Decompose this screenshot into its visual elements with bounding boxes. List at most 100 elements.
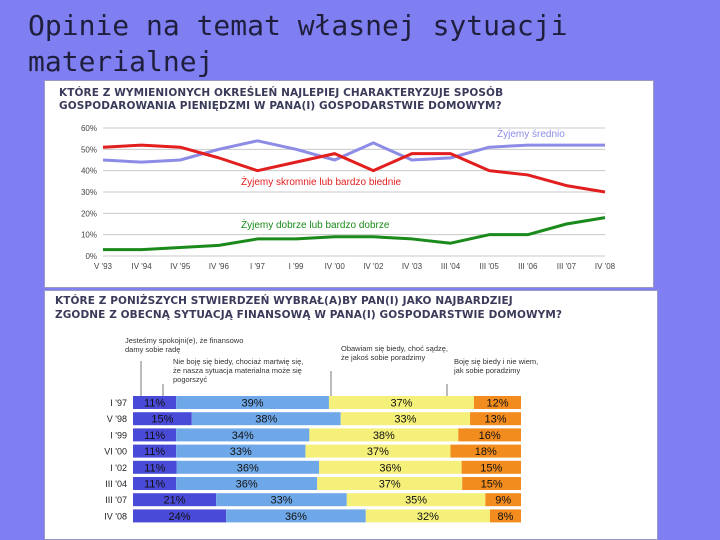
x-tick-label: IV '03 [402,262,423,271]
bar-value-label: 34% [232,430,254,442]
bar-value-label: 11% [144,398,165,410]
bar-segment [216,493,347,507]
bar-segment [470,412,521,426]
bar-segment [319,460,462,474]
category-label: III '07 [105,495,127,505]
bar-value-label: 9% [495,495,511,507]
bar-value-label: 18% [475,446,497,458]
line-chart-title-line-2: GOSPODAROWANIA PIENIĘDZMI W PANA(I) GOSP… [59,100,502,112]
bar-value-label: 33% [394,414,416,426]
category-label: I '99 [110,430,127,440]
x-tick-label: IV '96 [209,262,230,271]
bar-segment [340,412,471,426]
line-chart-title-line-1: KTÓRE Z WYMIENIONYCH OKREŚLEŃ NAJLEPIEJ … [59,87,504,99]
series-header-label: że jakoś sobie poradzimy [341,353,425,362]
bar-value-label: 35% [405,495,427,507]
series-line [103,216,606,252]
bar-value-label: 37% [379,479,401,491]
x-tick-label: I '97 [250,262,265,271]
bar-value-label: 11% [144,462,165,474]
bar-segment [462,477,521,490]
bar-segment [226,509,366,523]
bar-value-label: 37% [367,446,389,458]
series-header-label: Boję się biedy i nie wiem, [454,357,538,366]
bar-segment [133,493,217,507]
bar-segment [365,509,490,523]
bar-value-label: 36% [237,462,259,474]
x-tick-label: III '06 [518,262,538,271]
bar-value-label: 11% [144,430,165,442]
bar-value-label: 12% [486,398,508,410]
bar-value-label: 36% [236,479,258,491]
y-tick-label: 40% [81,167,97,176]
bar-value-label: 38% [373,430,395,442]
bar-segment [461,460,521,474]
bar-chart-title-line-2: ZGODNE Z OBECNĄ SYTUACJĄ FINANSOWĄ W PAN… [55,309,563,321]
x-tick-label: III '05 [479,262,499,271]
category-label: V '98 [107,414,127,424]
series-header-label: Nie boję się biedy, chociaż martwię się, [173,357,303,366]
x-tick-label: IV '02 [363,262,384,271]
series-header-label: że nasza sytuacja materialna może się [173,366,302,375]
bar-segment [473,396,521,409]
bar-segment [176,477,318,490]
bar-segment [458,428,521,442]
bar-value-label: 39% [242,398,264,410]
bar-value-label: 8% [498,511,514,523]
bar-value-label: 15% [151,414,173,426]
bar-value-label: 11% [144,479,165,491]
bar-value-label: 11% [144,446,165,458]
series-header-label: Obawiam się biedy, choć sądzę, [341,344,448,353]
x-tick-label: III '04 [441,262,461,271]
bar-segment [176,428,310,442]
bar-value-label: 13% [485,414,507,426]
series-header-label: damy sobie radę [125,345,180,354]
bar-segment [317,477,463,490]
bar-segment [328,396,474,409]
category-label: III '04 [105,479,127,489]
bar-segment [309,428,459,442]
x-tick-label: I '99 [289,262,304,271]
x-tick-label: III '07 [557,262,577,271]
y-tick-label: 20% [81,209,97,218]
bar-segment [176,396,329,409]
x-tick-label: IV '00 [325,262,346,271]
y-tick-label: 30% [81,188,97,197]
bar-value-label: 15% [480,462,502,474]
line-chart-panel: KTÓRE Z WYMIENIONYCH OKREŚLEŃ NAJLEPIEJ … [44,80,654,288]
bar-segment [346,493,486,507]
x-tick-label: IV '95 [170,262,191,271]
bar-segment [191,412,341,426]
series-line [102,143,606,194]
bar-segment [133,428,177,442]
series-header-label: jak sobie poradzimy [453,366,521,375]
x-tick-label: IV '94 [132,262,153,271]
bar-value-label: 33% [230,446,252,458]
y-tick-label: 60% [81,124,97,133]
bar-value-label: 24% [169,511,191,523]
bar-segment [133,509,227,523]
series-label: Żyjemy dobrze lub bardzo dobrze [241,218,390,231]
bar-segment [489,509,521,523]
bar-segment [450,444,521,458]
y-tick-label: 0% [85,252,97,261]
bar-value-label: 15% [481,479,503,491]
category-label: I '97 [110,398,127,408]
bar-segment [133,412,192,426]
category-label: VI '00 [104,447,127,457]
bar-segment [305,444,451,458]
bar-value-label: 21% [164,495,186,507]
y-tick-label: 10% [81,231,97,240]
bar-segment [485,493,521,507]
bar-value-label: 32% [417,511,439,523]
bar-value-label: 36% [285,511,307,523]
slide-title: Opinie na temat własnej sytuacji materia… [28,9,585,78]
category-label: IV '08 [104,511,127,521]
series-header-label: pogorszyć [173,375,207,384]
line-chart: 0% 10% 20% 30% 40% 50% 60% V '93 IV '94 IV '95 IV … [81,124,616,271]
bar-value-label: 38% [255,414,277,426]
bar-segment [133,460,177,474]
category-label: I '02 [110,463,127,473]
x-tick-label: IV '08 [595,262,616,271]
